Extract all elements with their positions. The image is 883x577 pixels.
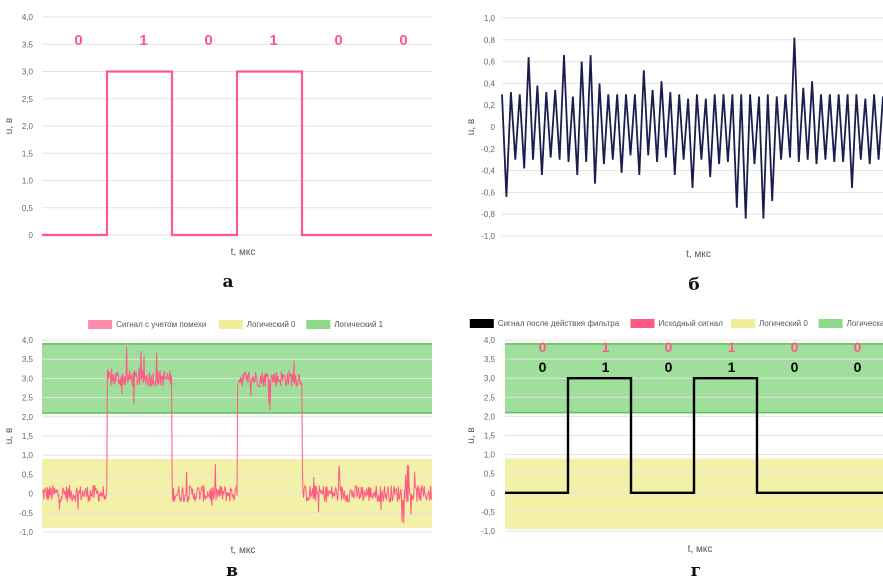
y-tick-label: 0,5 xyxy=(22,204,34,213)
y-tick-label: 3,5 xyxy=(22,40,34,49)
y-tick-label: 3,5 xyxy=(22,355,34,364)
y-tick-label: 0 xyxy=(491,123,496,132)
bit-label-source: 0 xyxy=(665,339,673,355)
y-tick-label: 2,0 xyxy=(484,412,496,421)
y-tick-label: 4,0 xyxy=(484,336,496,345)
y-tick-label: 1,0 xyxy=(22,451,34,460)
y-tick-label: 3,0 xyxy=(484,374,496,383)
y-tick-label: -0,8 xyxy=(481,210,495,219)
legend-label: Логический 1 xyxy=(334,320,383,329)
y-tick-label: 1,0 xyxy=(484,451,496,460)
y-tick-label: 0 xyxy=(29,231,34,240)
legend-label: Исходный сигнал xyxy=(659,319,724,328)
x-axis-label: t, мкс xyxy=(688,544,713,555)
y-tick-label: -0,6 xyxy=(481,188,495,197)
panel-letter: г xyxy=(691,561,701,577)
y-axis-label: u, в xyxy=(466,427,477,443)
bit-label-filtered: 1 xyxy=(602,359,610,375)
series-line xyxy=(505,377,883,494)
legend-swatch xyxy=(731,319,755,328)
y-tick-label: 1,5 xyxy=(484,432,496,441)
y-tick-label: 2,0 xyxy=(22,413,34,422)
series-line xyxy=(501,37,883,219)
y-tick-label: 0,2 xyxy=(484,101,496,110)
y-tick-label: 0 xyxy=(491,489,496,498)
bit-label: 0 xyxy=(74,32,82,49)
legend-label: Логический 0 xyxy=(247,320,296,329)
bit-label-filtered: 0 xyxy=(539,359,547,375)
chart-panel-b: -1,0 -0,8 -0,6 -0,4 -0,2 0 0,2 0,4 0,6 0,8 1,0 u, в… xyxy=(466,14,883,295)
y-tick-label: -0,5 xyxy=(481,508,495,517)
bit-label-source: 0 xyxy=(539,339,547,355)
legend-label: Логическая 1 xyxy=(847,319,883,328)
y-tick-label: -0,2 xyxy=(481,145,495,154)
legend-label: Сигнал с учетом помехи xyxy=(116,320,206,329)
chart-panel-c: -1,0 -0,5 0 0,5 1,0 1,5 2,0 2,5 3,0 3,5 4,0 u, в t, … xyxy=(4,320,432,577)
bit-label-filtered: 0 xyxy=(854,359,862,375)
bit-label-source: 0 xyxy=(791,339,799,355)
legend-swatch xyxy=(88,320,113,329)
bit-label-source: 0 xyxy=(854,339,862,355)
x-axis-label: t, мкс xyxy=(686,249,711,260)
y-tick-label: -1,0 xyxy=(19,528,33,537)
y-tick-label: 4,0 xyxy=(22,13,34,22)
legend-swatch xyxy=(306,320,331,329)
bit-label-filtered: 0 xyxy=(791,359,799,375)
bit-label-source: 1 xyxy=(728,339,736,355)
y-tick-label: 3,5 xyxy=(484,355,496,364)
y-tick-label: 1,5 xyxy=(22,149,34,158)
y-tick-label: -0,5 xyxy=(19,509,33,518)
y-tick-label: 2,5 xyxy=(22,95,34,104)
panel-letter: а xyxy=(222,272,233,292)
legend-label: Логический 0 xyxy=(759,319,808,328)
y-tick-label: -1,0 xyxy=(481,232,495,241)
y-tick-label: 3,0 xyxy=(22,374,34,383)
y-tick-label: 1,5 xyxy=(22,432,34,441)
bit-label: 0 xyxy=(334,32,342,49)
x-axis-label: t, мкс xyxy=(231,247,256,258)
y-tick-label: 4,0 xyxy=(22,336,34,345)
legend-swatch xyxy=(469,319,494,328)
y-tick-label: 1,0 xyxy=(22,177,34,186)
y-tick-label: -0,4 xyxy=(481,167,495,176)
y-tick-label: 0,4 xyxy=(484,79,496,88)
bit-label: 0 xyxy=(204,32,212,49)
y-axis-label: u, в xyxy=(4,118,15,134)
chart-panel-a: 0 0,5 1,0 1,5 2,0 2,5 3,0 3,5 4,0 u, в t, мкс а 0 1 0 1… xyxy=(4,13,432,292)
y-tick-label: -1,0 xyxy=(481,527,495,536)
y-axis-label: u, в xyxy=(466,119,477,135)
y-tick-label: 3,0 xyxy=(22,68,34,77)
y-axis-label: u, в xyxy=(4,428,15,444)
y-tick-label: 0,5 xyxy=(484,470,496,479)
y-tick-label: 2,5 xyxy=(484,393,496,402)
series-line xyxy=(41,346,432,524)
y-tick-label: 0,6 xyxy=(484,58,496,67)
y-tick-label: 0,8 xyxy=(484,36,496,45)
series-line xyxy=(42,70,432,237)
y-tick-label: 0 xyxy=(29,490,34,499)
bit-label: 1 xyxy=(269,32,277,49)
chart-panel-d: -1,0 -0,5 0 0,5 1,0 1,5 2,0 2,5 3,0 3,5 4,0 u, в t, … xyxy=(466,319,883,577)
bit-label-filtered: 1 xyxy=(728,359,736,375)
panel-letter: б xyxy=(688,275,699,295)
bit-label: 1 xyxy=(139,32,147,49)
legend-swatch xyxy=(818,319,843,328)
legend-swatch xyxy=(218,320,243,329)
y-tick-label: 1,0 xyxy=(484,14,496,23)
bit-label-filtered: 0 xyxy=(665,359,673,375)
legend-label: Сигнал после действия фильтра xyxy=(498,319,620,328)
y-tick-label: 0,5 xyxy=(22,470,34,479)
bit-label: 0 xyxy=(399,32,407,49)
bit-label-source: 1 xyxy=(602,339,610,355)
y-tick-label: 2,0 xyxy=(22,122,34,131)
panel-letter: в xyxy=(226,561,238,577)
y-tick-label: 2,5 xyxy=(22,394,34,403)
legend-swatch xyxy=(630,319,655,328)
x-axis-label: t, мкс xyxy=(231,545,256,556)
